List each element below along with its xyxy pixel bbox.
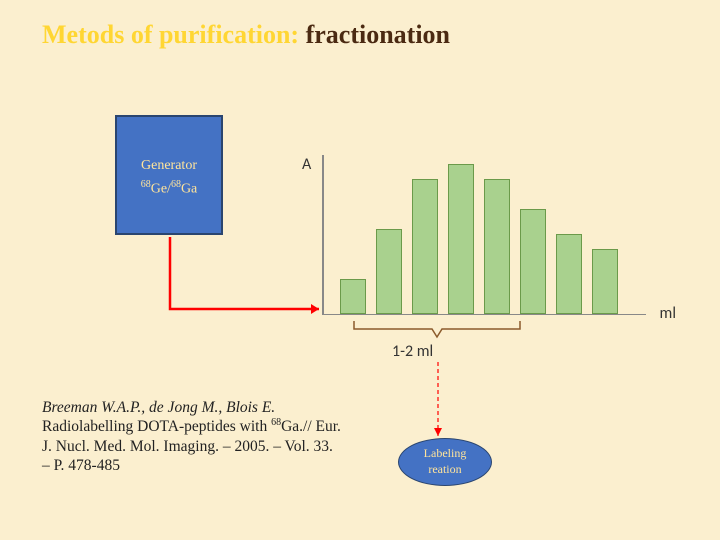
bar-group (340, 154, 646, 314)
generator-box: Generator 68Ge/68Ga (115, 115, 223, 235)
citation-sup: 68 (271, 417, 281, 428)
page-title: Metods of purification: fractionation (42, 20, 450, 50)
bar (556, 234, 582, 314)
bar (448, 164, 474, 314)
y-axis-label: A (302, 155, 311, 174)
generator-isotopes: 68Ge/68Ga (117, 177, 221, 201)
bar (412, 179, 438, 314)
title-rest: fractionation (299, 20, 450, 49)
citation-body-1: Radiolabelling DOTA-peptides with (42, 419, 271, 436)
labeling-line1: Labeling (424, 446, 467, 462)
citation-authors: Breeman W.A.P., de Jong M., Blois E. (42, 399, 275, 416)
bar (340, 279, 366, 314)
generator-label: Generator (117, 155, 221, 177)
bar (376, 229, 402, 314)
fractionation-chart: A ml (322, 155, 646, 345)
citation: Breeman W.A.P., de Jong M., Blois E. Rad… (42, 398, 342, 476)
labeling-reaction-node: Labeling reation (398, 438, 492, 486)
bar (484, 179, 510, 314)
bracket-label: 1-2 ml (392, 342, 433, 361)
labeling-line2: reation (428, 462, 461, 478)
y-axis (322, 155, 324, 315)
bar (592, 249, 618, 314)
x-axis-label: ml (660, 304, 676, 323)
title-highlight: Metods of purification: (42, 20, 299, 49)
arrow-bracket-to-labeling (434, 362, 442, 436)
arrow-generator-to-chart (170, 237, 319, 314)
bar (520, 209, 546, 314)
fraction-bracket (352, 319, 522, 339)
